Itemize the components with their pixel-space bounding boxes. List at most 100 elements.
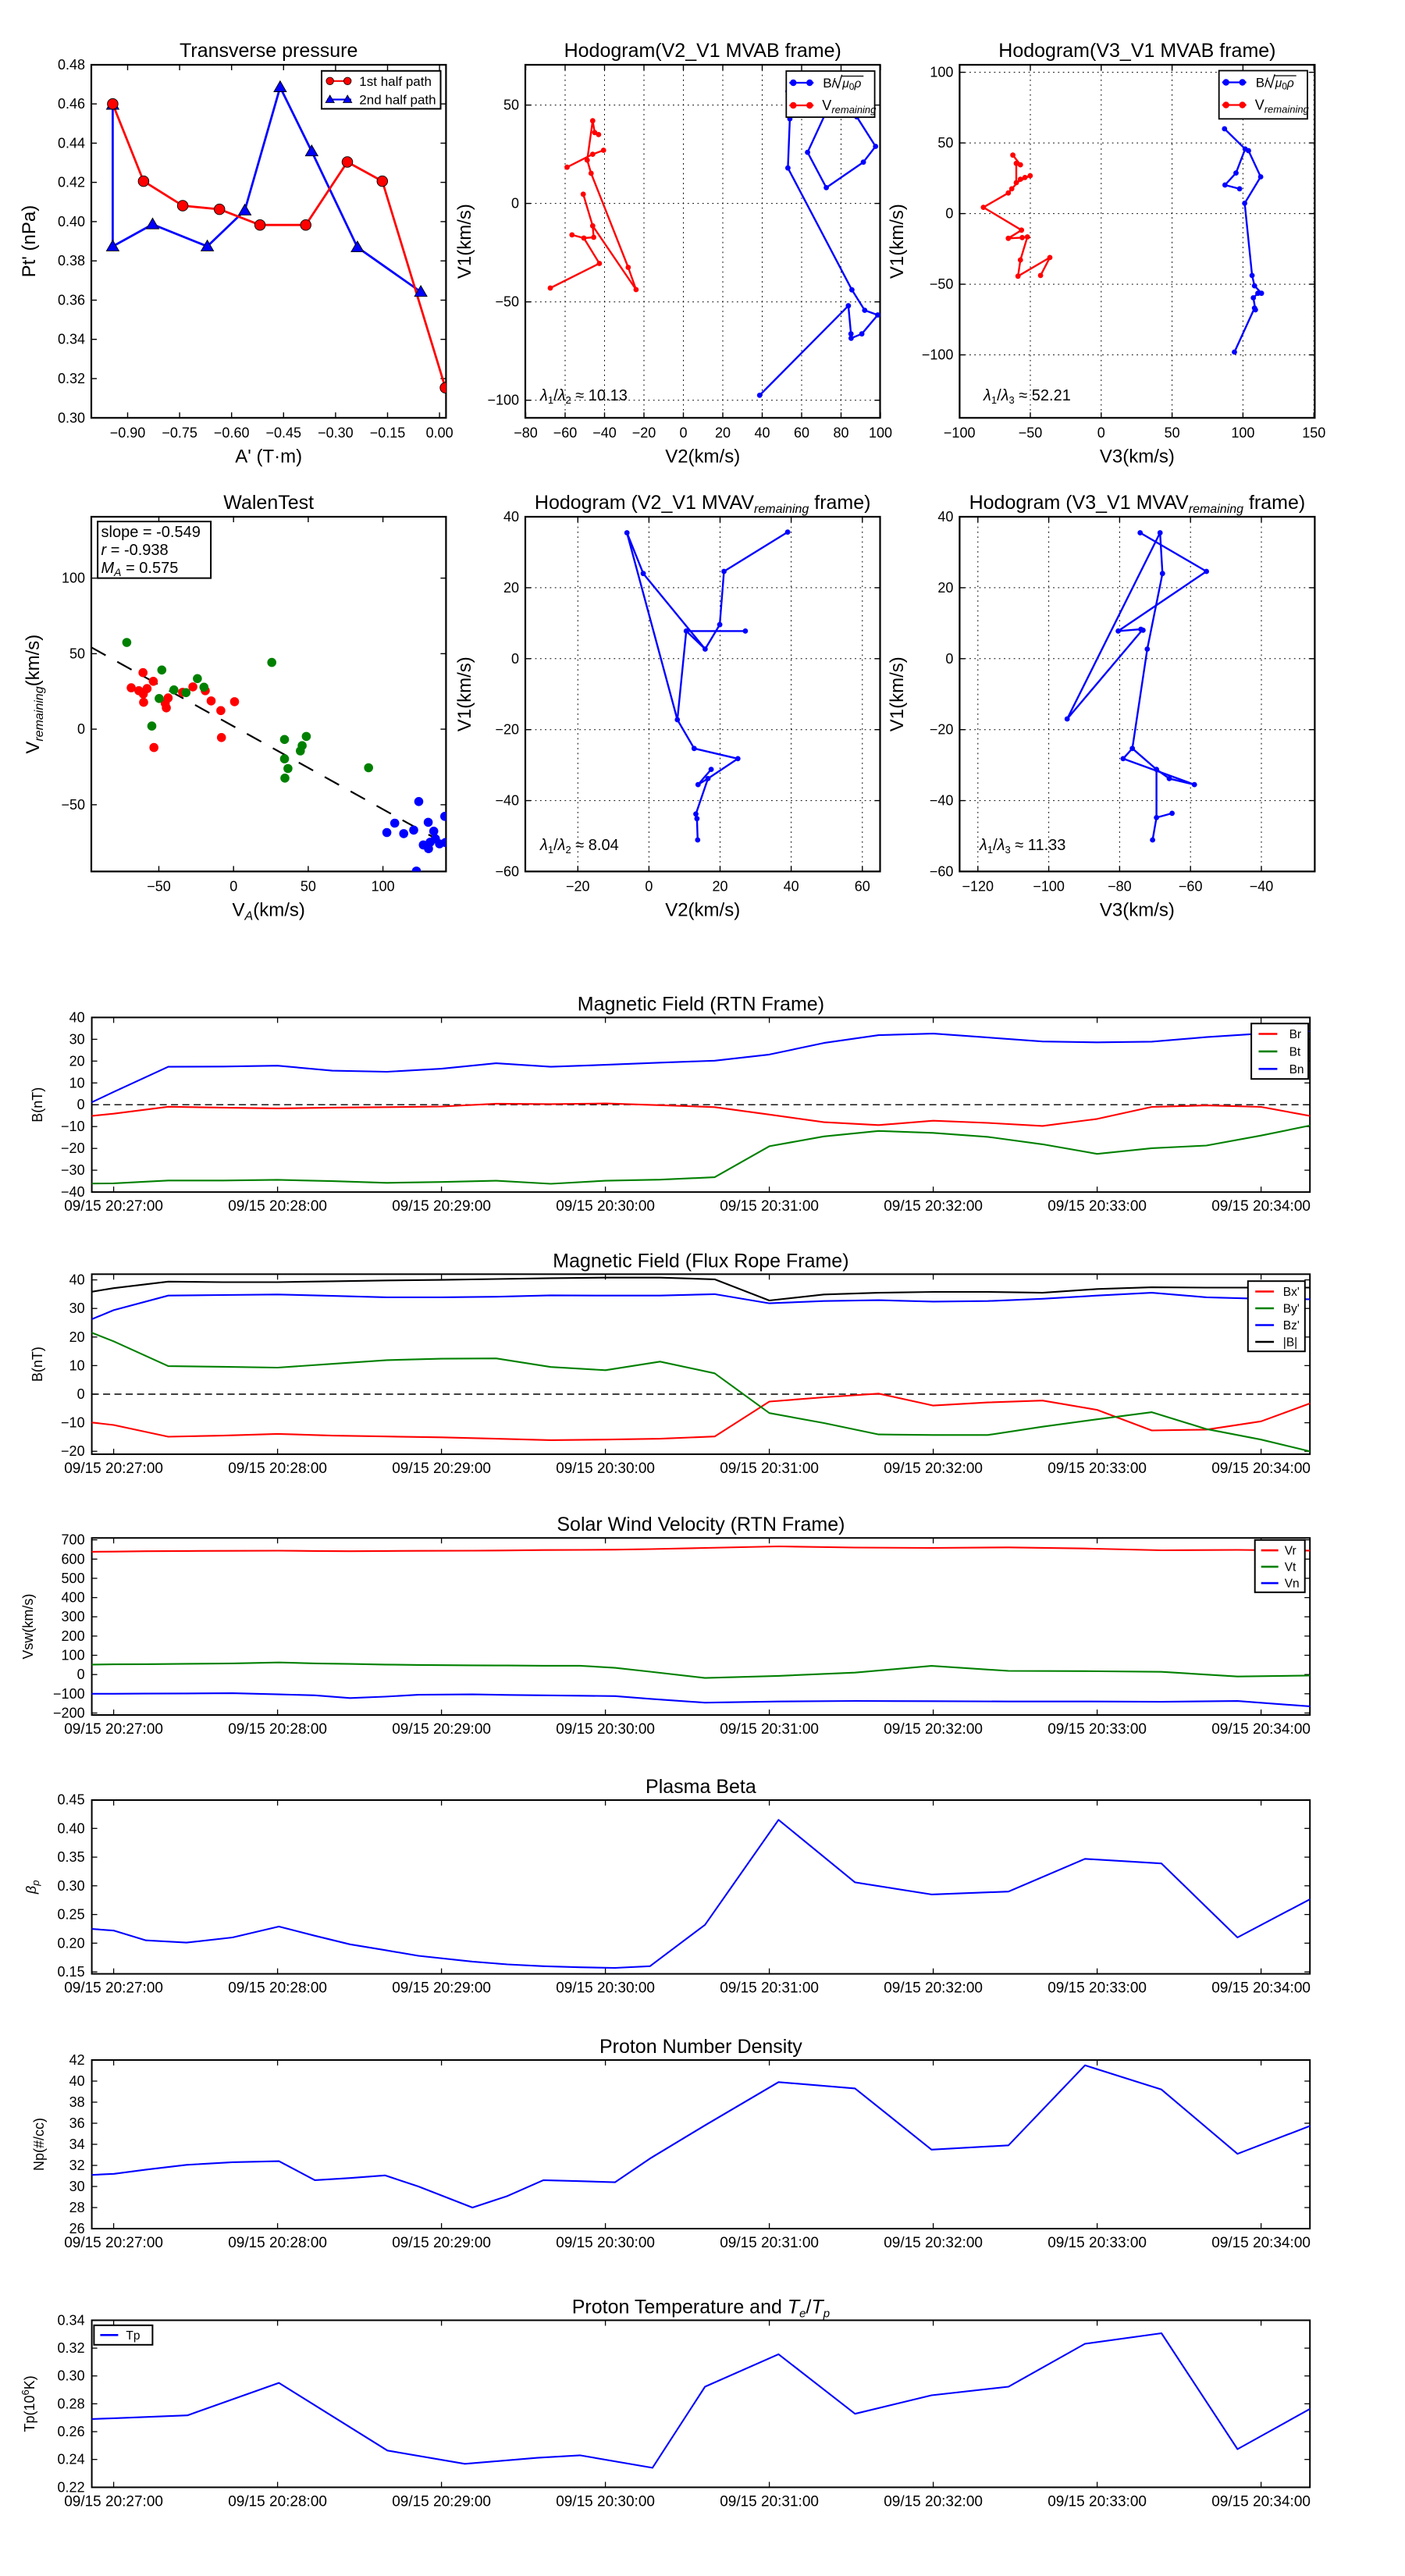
svg-text:Bz': Bz' (1283, 1319, 1300, 1332)
svg-text:−20: −20 (61, 1443, 85, 1459)
svg-text:VA(km/s): VA(km/s) (233, 899, 305, 923)
svg-text:0.38: 0.38 (58, 253, 85, 269)
svg-text:09/15 20:29:00: 09/15 20:29:00 (392, 2493, 491, 2510)
svg-text:μ0ρ: μ0ρ (841, 77, 861, 92)
svg-text:−40: −40 (495, 793, 519, 809)
svg-text:−0.30: −0.30 (318, 425, 354, 440)
svg-text:V2(km/s): V2(km/s) (665, 899, 740, 920)
svg-text:09/15 20:31:00: 09/15 20:31:00 (720, 2235, 819, 2251)
svg-text:B/: B/ (823, 76, 835, 91)
svg-text:βp: βp (23, 1880, 41, 1895)
svg-text:09/15 20:32:00: 09/15 20:32:00 (884, 1980, 983, 1997)
svg-text:20: 20 (69, 1329, 85, 1345)
svg-text:0: 0 (511, 196, 519, 212)
svg-text:42: 42 (69, 2052, 85, 2068)
svg-text:09/15 20:31:00: 09/15 20:31:00 (720, 1198, 819, 1215)
svg-text:09/15 20:31:00: 09/15 20:31:00 (720, 1980, 819, 1997)
svg-text:20: 20 (937, 580, 953, 596)
svg-text:20: 20 (712, 878, 727, 894)
svg-text:Br: Br (1289, 1028, 1302, 1041)
svg-text:−200: −200 (53, 1706, 85, 1721)
svg-text:09/15 20:27:00: 09/15 20:27:00 (64, 2235, 163, 2251)
svg-text:λ1/λ2 ≈ 8.04: λ1/λ2 ≈ 8.04 (539, 837, 619, 856)
svg-text:−60: −60 (495, 863, 519, 879)
svg-text:Vt: Vt (1285, 1561, 1297, 1574)
svg-text:−50: −50 (147, 878, 171, 894)
svg-text:λ1/λ3 ≈ 11.33: λ1/λ3 ≈ 11.33 (979, 837, 1065, 856)
svg-text:0.25: 0.25 (58, 1907, 85, 1923)
svg-text:0: 0 (1097, 425, 1105, 440)
svg-text:λ1/λ2 ≈ 10.13: λ1/λ2 ≈ 10.13 (539, 387, 628, 406)
svg-text:50: 50 (937, 135, 953, 151)
svg-text:V3(km/s): V3(km/s) (1100, 899, 1175, 920)
svg-text:2nd half path: 2nd half path (359, 93, 436, 108)
svg-text:−10: −10 (61, 1119, 85, 1134)
svg-text:−40: −40 (61, 1184, 85, 1200)
svg-text:−40: −40 (592, 425, 617, 440)
svg-text:28: 28 (69, 2200, 85, 2215)
svg-text:0: 0 (229, 878, 237, 894)
svg-text:09/15 20:27:00: 09/15 20:27:00 (64, 1198, 163, 1215)
svg-text:09/15 20:28:00: 09/15 20:28:00 (228, 1461, 327, 1477)
svg-text:09/15 20:28:00: 09/15 20:28:00 (228, 1198, 327, 1215)
svg-text:V1(km/s): V1(km/s) (887, 204, 908, 279)
svg-text:0: 0 (77, 1667, 85, 1682)
svg-text:−0.60: −0.60 (214, 425, 250, 440)
svg-text:09/15 20:34:00: 09/15 20:34:00 (1211, 2235, 1311, 2251)
svg-text:0.22: 0.22 (58, 2479, 85, 2495)
svg-text:0.40: 0.40 (58, 214, 85, 229)
svg-text:V1(km/s): V1(km/s) (454, 656, 475, 731)
svg-text:Tp(106K): Tp(106K) (20, 2375, 37, 2432)
svg-text:−100: −100 (1033, 878, 1065, 894)
svg-text:−100: −100 (487, 393, 519, 408)
svg-text:09/15 20:33:00: 09/15 20:33:00 (1048, 1980, 1147, 1997)
svg-text:40: 40 (784, 878, 799, 894)
svg-text:Vr: Vr (1285, 1545, 1297, 1558)
svg-text:0: 0 (945, 651, 953, 667)
svg-text:0.32: 0.32 (58, 2340, 85, 2356)
svg-text:Solar Wind Velocity (RTN Frame: Solar Wind Velocity (RTN Frame) (557, 1514, 845, 1535)
svg-text:B/: B/ (1256, 76, 1268, 91)
svg-text:slope = -0.549: slope = -0.549 (101, 524, 201, 541)
svg-text:0: 0 (77, 721, 85, 737)
svg-text:09/15 20:27:00: 09/15 20:27:00 (64, 1721, 163, 1738)
svg-text:40: 40 (69, 1272, 85, 1288)
svg-text:40: 40 (69, 2073, 85, 2089)
svg-text:09/15 20:33:00: 09/15 20:33:00 (1048, 1198, 1147, 1215)
svg-text:09/15 20:30:00: 09/15 20:30:00 (556, 2493, 655, 2510)
svg-text:0.44: 0.44 (58, 135, 85, 151)
svg-text:40: 40 (937, 509, 953, 525)
svg-text:30: 30 (69, 1031, 85, 1047)
svg-text:0.42: 0.42 (58, 175, 85, 190)
svg-text:09/15 20:34:00: 09/15 20:34:00 (1211, 1198, 1311, 1215)
svg-text:Vn: Vn (1285, 1578, 1300, 1591)
svg-text:09/15 20:30:00: 09/15 20:30:00 (556, 1198, 655, 1215)
svg-text:26: 26 (69, 2221, 85, 2236)
svg-text:V1(km/s): V1(km/s) (887, 656, 908, 731)
svg-text:By': By' (1283, 1303, 1300, 1316)
svg-text:Proton Number Density: Proton Number Density (599, 2036, 802, 2058)
svg-text:−100: −100 (944, 425, 976, 440)
svg-text:300: 300 (62, 1609, 85, 1624)
svg-text:Hodogram (V3_V1 MVAVremaining: Hodogram (V3_V1 MVAVremaining frame) (969, 492, 1306, 516)
svg-text:600: 600 (62, 1551, 85, 1567)
svg-text:MA = 0.575: MA = 0.575 (101, 560, 179, 578)
svg-text:−10: −10 (61, 1415, 85, 1431)
svg-text:100: 100 (869, 425, 892, 440)
svg-text:0.00: 0.00 (426, 425, 454, 440)
svg-text:50: 50 (1165, 425, 1180, 440)
svg-text:10: 10 (69, 1357, 85, 1373)
svg-text:09/15 20:29:00: 09/15 20:29:00 (392, 1198, 491, 1215)
svg-text:r = -0.938: r = -0.938 (101, 542, 169, 559)
svg-text:Bx': Bx' (1283, 1286, 1300, 1299)
svg-text:−0.15: −0.15 (370, 425, 406, 440)
svg-text:−50: −50 (930, 276, 954, 292)
svg-text:100: 100 (930, 65, 953, 80)
svg-text:−100: −100 (53, 1686, 85, 1702)
svg-text:32: 32 (69, 2158, 85, 2173)
svg-text:09/15 20:28:00: 09/15 20:28:00 (228, 2235, 327, 2251)
svg-text:−0.90: −0.90 (110, 425, 146, 440)
svg-text:0.48: 0.48 (58, 57, 85, 73)
svg-text:0.28: 0.28 (58, 2396, 85, 2411)
svg-text:−60: −60 (1179, 878, 1203, 894)
